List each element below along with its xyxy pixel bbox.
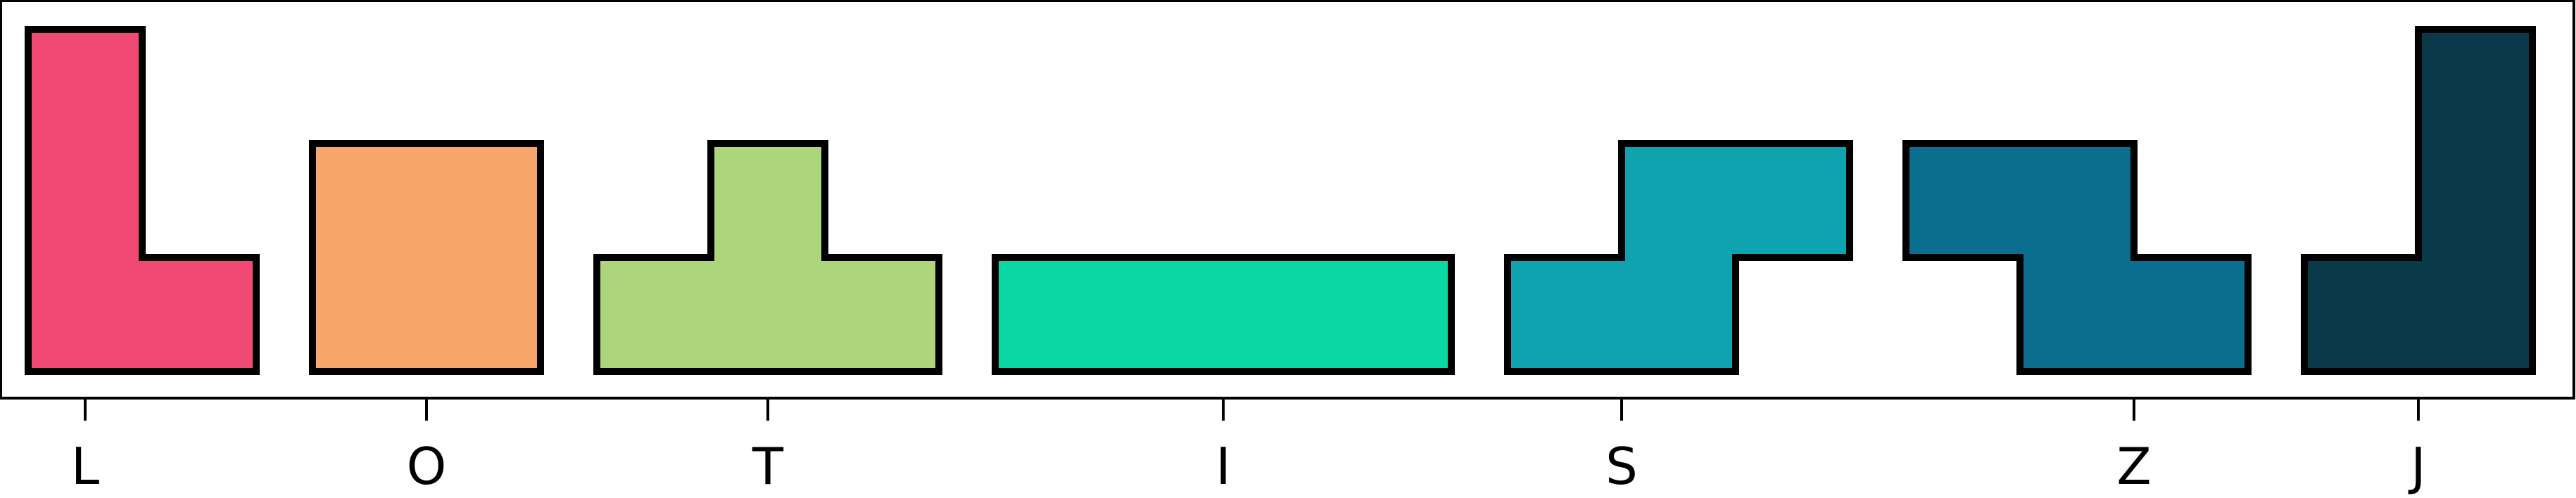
piece-l-cell — [28, 30, 143, 144]
piece-s-outline — [1504, 140, 1853, 375]
piece-l-cell — [28, 143, 143, 258]
piece-s-cell — [1508, 257, 1622, 372]
piece-s — [1504, 140, 1853, 375]
piece-l — [25, 26, 260, 375]
pieces-layer — [25, 26, 2536, 375]
piece-i-cell — [1109, 257, 1224, 372]
x-tick-label: S — [1605, 437, 1638, 496]
piece-s-cell — [1736, 143, 1850, 258]
piece-z — [1902, 140, 2252, 375]
piece-t-cell — [711, 143, 826, 258]
piece-i-outline — [992, 254, 1455, 375]
piece-i — [992, 254, 1455, 375]
piece-i-cell — [1337, 257, 1452, 372]
x-tick-label: Z — [2116, 437, 2151, 496]
x-tick-label: L — [71, 437, 99, 496]
piece-t-cell — [597, 257, 712, 372]
piece-o-cell — [312, 143, 427, 258]
x-tick-label: T — [752, 437, 784, 496]
piece-l-cell — [28, 257, 143, 372]
piece-j-outline — [2301, 26, 2536, 375]
piece-z-cell — [2134, 257, 2249, 372]
piece-o-cell — [427, 143, 541, 258]
piece-z-cell — [1906, 143, 2021, 258]
piece-t-cell — [711, 257, 826, 372]
piece-j — [2301, 26, 2536, 375]
piece-z-cell — [2020, 143, 2135, 258]
x-tick-label: I — [1216, 437, 1230, 496]
piece-l-cell — [142, 257, 257, 372]
piece-s-cell — [1622, 143, 1736, 258]
piece-t-cell — [825, 257, 940, 372]
piece-o-outline — [309, 140, 544, 375]
piece-t-outline — [593, 140, 942, 375]
piece-i-cell — [995, 257, 1110, 372]
piece-l-outline — [25, 26, 260, 375]
piece-j-cell — [2418, 257, 2533, 372]
piece-i-cell — [1223, 257, 1338, 372]
piece-j-cell — [2418, 143, 2533, 258]
piece-o-cell — [312, 257, 427, 372]
x-tick-label: O — [407, 437, 447, 496]
piece-t — [593, 140, 942, 375]
piece-z-outline — [1902, 140, 2252, 375]
x-tick-label: J — [2408, 437, 2425, 496]
piece-z-cell — [2020, 257, 2135, 372]
piece-o — [309, 140, 544, 375]
piece-j-cell — [2304, 257, 2419, 372]
piece-o-cell — [427, 257, 541, 372]
piece-j-cell — [2418, 30, 2533, 144]
piece-s-cell — [1622, 257, 1736, 372]
